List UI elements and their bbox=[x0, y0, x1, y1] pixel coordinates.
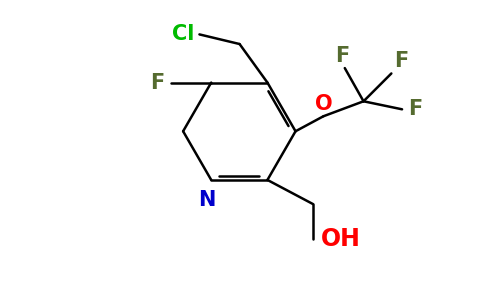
Text: Cl: Cl bbox=[172, 24, 194, 44]
Text: F: F bbox=[394, 51, 408, 71]
Text: F: F bbox=[335, 46, 349, 66]
Text: OH: OH bbox=[321, 227, 361, 251]
Text: N: N bbox=[198, 190, 215, 210]
Text: O: O bbox=[315, 94, 332, 114]
Text: F: F bbox=[408, 99, 423, 119]
Text: F: F bbox=[151, 73, 165, 93]
